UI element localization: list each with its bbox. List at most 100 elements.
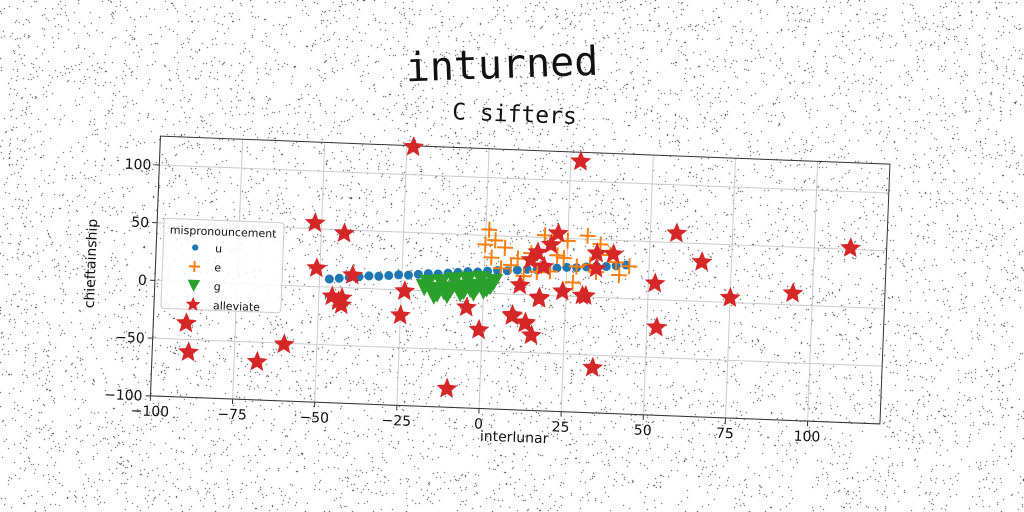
point-alleviate bbox=[501, 303, 523, 325]
point-alleviate bbox=[602, 243, 624, 264]
point-alleviate bbox=[514, 312, 536, 333]
point-u bbox=[552, 263, 562, 273]
x-tick-label: 100 bbox=[793, 429, 820, 446]
point-u bbox=[394, 270, 404, 280]
plus-v bbox=[628, 258, 631, 275]
point-g bbox=[445, 272, 464, 290]
point-alleviate bbox=[666, 222, 688, 243]
plus-v bbox=[490, 249, 493, 266]
x-tick-label: −50 bbox=[299, 410, 329, 427]
point-alleviate bbox=[333, 222, 355, 243]
point-u bbox=[324, 274, 334, 284]
y-tick-label: −100 bbox=[104, 387, 143, 404]
point-e bbox=[568, 258, 585, 275]
point-alleviate bbox=[582, 356, 604, 377]
point-alleviate bbox=[540, 233, 562, 254]
point-alleviate bbox=[586, 242, 608, 263]
point-alleviate bbox=[520, 324, 542, 345]
series-alleviate bbox=[175, 136, 862, 398]
point-alleviate bbox=[246, 350, 268, 372]
plus-v bbox=[503, 239, 507, 256]
point-alleviate bbox=[528, 286, 550, 307]
legend-label-alleviate: alleviate bbox=[213, 299, 261, 314]
point-e bbox=[502, 257, 519, 274]
plot-area: C sifters −100 −75 −50 −25 0 25 50 75 100 −100 −5… bbox=[82, 99, 891, 447]
point-u bbox=[334, 273, 344, 283]
point-g bbox=[451, 284, 470, 303]
point-alleviate bbox=[533, 255, 555, 276]
plus-v bbox=[494, 232, 497, 249]
x-tick-label: −25 bbox=[381, 413, 411, 430]
point-alleviate bbox=[527, 241, 549, 262]
point-alleviate bbox=[552, 280, 574, 301]
point-e bbox=[611, 267, 628, 284]
point-e bbox=[487, 232, 504, 249]
point-alleviate bbox=[644, 272, 666, 293]
point-e bbox=[496, 239, 514, 256]
plus-v bbox=[487, 221, 491, 238]
point-u bbox=[512, 265, 522, 275]
legend-marker-alleviate bbox=[185, 296, 201, 311]
point-e bbox=[555, 249, 572, 267]
plus-v bbox=[484, 236, 487, 253]
point-alleviate bbox=[436, 377, 458, 398]
point-alleviate bbox=[691, 251, 713, 272]
plus-v bbox=[566, 232, 570, 249]
point-u bbox=[374, 271, 384, 281]
y-axis-label: chieftainship bbox=[82, 218, 101, 308]
plot-frame bbox=[149, 135, 891, 425]
point-e bbox=[621, 258, 638, 275]
point-g bbox=[472, 270, 491, 289]
legend-marker-u bbox=[192, 244, 199, 251]
plus-v bbox=[499, 260, 503, 277]
point-alleviate bbox=[328, 290, 349, 311]
point-alleviate bbox=[331, 293, 353, 315]
x-tick-label: 0 bbox=[474, 416, 484, 432]
point-alleviate bbox=[273, 333, 295, 354]
plus-v bbox=[543, 227, 547, 244]
point-u bbox=[601, 262, 611, 272]
point-e bbox=[579, 227, 596, 244]
y-tick-label: −50 bbox=[115, 330, 145, 347]
series-g bbox=[415, 270, 504, 305]
y-tick-label: 100 bbox=[124, 157, 151, 174]
point-e bbox=[477, 236, 494, 253]
plus-v bbox=[575, 258, 578, 275]
plus-v bbox=[617, 267, 621, 284]
y-ticks: −100 −50 0 50 100 bbox=[104, 157, 160, 405]
point-u bbox=[364, 271, 374, 281]
point-alleviate bbox=[509, 274, 531, 295]
point-g bbox=[438, 286, 457, 305]
point-e bbox=[528, 263, 545, 281]
point-alleviate bbox=[840, 237, 862, 258]
chart-title: inturned bbox=[405, 39, 599, 92]
point-g bbox=[464, 284, 483, 302]
legend-label-e: e bbox=[214, 261, 221, 274]
point-alleviate bbox=[570, 150, 592, 171]
point-alleviate bbox=[304, 211, 326, 233]
plus-v bbox=[586, 227, 590, 244]
point-alleviate bbox=[390, 304, 411, 325]
grid-line-y bbox=[152, 337, 883, 367]
x-tick-label: 75 bbox=[716, 426, 734, 443]
point-alleviate bbox=[178, 341, 199, 362]
grid-line-x bbox=[642, 155, 654, 415]
plus-v bbox=[556, 247, 559, 264]
point-alleviate bbox=[575, 284, 596, 305]
point-alleviate bbox=[342, 264, 364, 285]
point-e bbox=[483, 249, 500, 266]
x-tick-label: −100 bbox=[130, 403, 169, 420]
point-alleviate bbox=[306, 257, 328, 278]
legend-title: mispronouncement bbox=[170, 224, 278, 241]
grid-line-x bbox=[807, 161, 819, 422]
point-alleviate bbox=[547, 222, 569, 243]
point-e bbox=[549, 247, 566, 264]
legend-box bbox=[160, 217, 285, 314]
x-tick-label: 25 bbox=[551, 419, 569, 436]
legend-label-g: g bbox=[213, 280, 220, 293]
point-alleviate bbox=[394, 280, 416, 301]
legend-marker-g bbox=[187, 279, 201, 292]
point-e bbox=[481, 221, 498, 238]
